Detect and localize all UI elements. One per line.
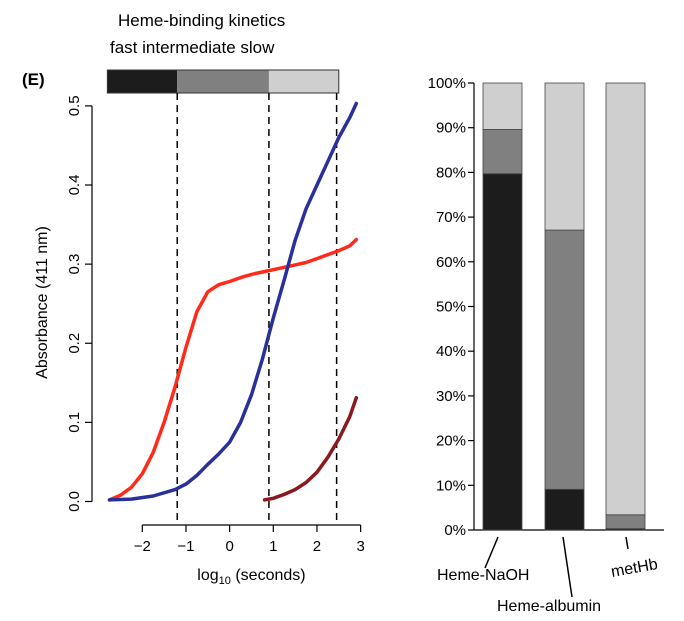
category-leader-line — [625, 536, 629, 550]
phase-bar-fast — [107, 70, 178, 93]
bar-segment-fast — [482, 173, 523, 531]
y-tick-label: 0.1 — [66, 412, 83, 433]
bar-y-tick-label: 0% — [444, 522, 466, 539]
y-tick-label: 0.0 — [66, 491, 83, 512]
bar-y-tick-label: 70% — [436, 209, 466, 226]
x-tick-label: 1 — [269, 538, 277, 555]
series-line-blue — [107, 101, 359, 502]
category-label: metHb — [610, 556, 659, 581]
line-chart: 0.0 0.1 0.2 0.3 0.4 0.5 −2 −1 0 1 2 3 Absorbance (4… — [34, 69, 365, 587]
y-tick-label: 0.3 — [66, 254, 83, 275]
bar-y-tick-label: 100% — [428, 75, 466, 92]
panel-label: (E) — [22, 70, 45, 89]
series-line-red — [107, 237, 359, 502]
bar-segment-intermediate — [482, 129, 523, 175]
bar-y-tick-label: 80% — [436, 164, 466, 181]
bar-segment-intermediate — [544, 229, 585, 490]
bar-y-tick-label: 30% — [436, 388, 466, 405]
category-leader-line — [562, 536, 573, 598]
category-labels: Heme-NaOH Heme-albumin metHb — [437, 536, 659, 615]
bar-y-tick-label: 50% — [436, 299, 466, 316]
bar-y-tick-label: 40% — [436, 343, 466, 360]
y-tick-label: 0.4 — [66, 175, 83, 196]
bar-y-tick-label: 10% — [436, 477, 466, 494]
category-label: Heme-albumin — [497, 598, 601, 615]
y-tick-label: 0.5 — [66, 95, 83, 116]
bar-segment-fast — [544, 488, 585, 531]
phase-bar — [106, 69, 340, 94]
category-leader-line — [484, 536, 499, 569]
bar-y-tick-label: 60% — [436, 254, 466, 271]
y-tick-label: 0.2 — [66, 333, 83, 354]
bar-segment-slow — [482, 82, 523, 130]
x-tick-label: 3 — [356, 538, 364, 555]
phase-bar-intermediate — [177, 70, 269, 93]
header-phase-labels: fast intermediate slow — [110, 38, 275, 57]
bar-y-tick-label: 20% — [436, 433, 466, 450]
line-series-group — [107, 101, 359, 502]
x-tick-label: −2 — [134, 538, 151, 555]
series-line-darkred — [262, 396, 359, 502]
x-tick-label: −1 — [177, 538, 194, 555]
y-axis-label: Absorbance (411 nm) — [34, 226, 51, 379]
bar-y-tick-label: 90% — [436, 120, 466, 137]
bar-group — [482, 82, 646, 531]
bar-segment-slow — [605, 82, 646, 516]
header-title: Heme-binding kinetics — [118, 11, 285, 30]
x-tick-label: 0 — [225, 538, 233, 555]
phase-bar-frame — [106, 69, 340, 94]
phase-bar-slow — [268, 70, 339, 93]
category-label: Heme-NaOH — [437, 567, 529, 584]
line-chart-axes: 0.0 0.1 0.2 0.3 0.4 0.5 −2 −1 0 1 2 3 — [66, 95, 365, 555]
bar-segment-intermediate — [605, 514, 646, 530]
x-axis-label: log10 (seconds) — [197, 567, 305, 587]
stacked-bar-chart: 0% 10% 20% 30% 40% 50% 60% 70% 80% 90% 100% Heme-N… — [428, 75, 664, 615]
x-tick-label: 2 — [313, 538, 321, 555]
bar-segment-slow — [544, 82, 585, 231]
